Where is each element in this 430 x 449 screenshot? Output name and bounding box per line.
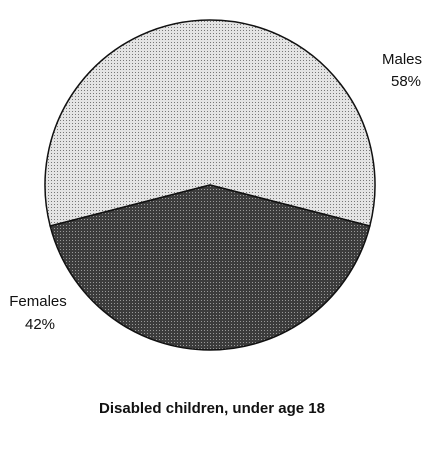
slice-label: Males [382,51,422,68]
pie-slice [49,184,371,351]
slice-value-label: 58% [391,73,421,90]
slice-label: Females [9,293,67,310]
slice-value-label: 42% [25,316,55,333]
pie-slice [44,19,376,227]
chart-title: Disabled children, under age 18 [99,400,325,417]
